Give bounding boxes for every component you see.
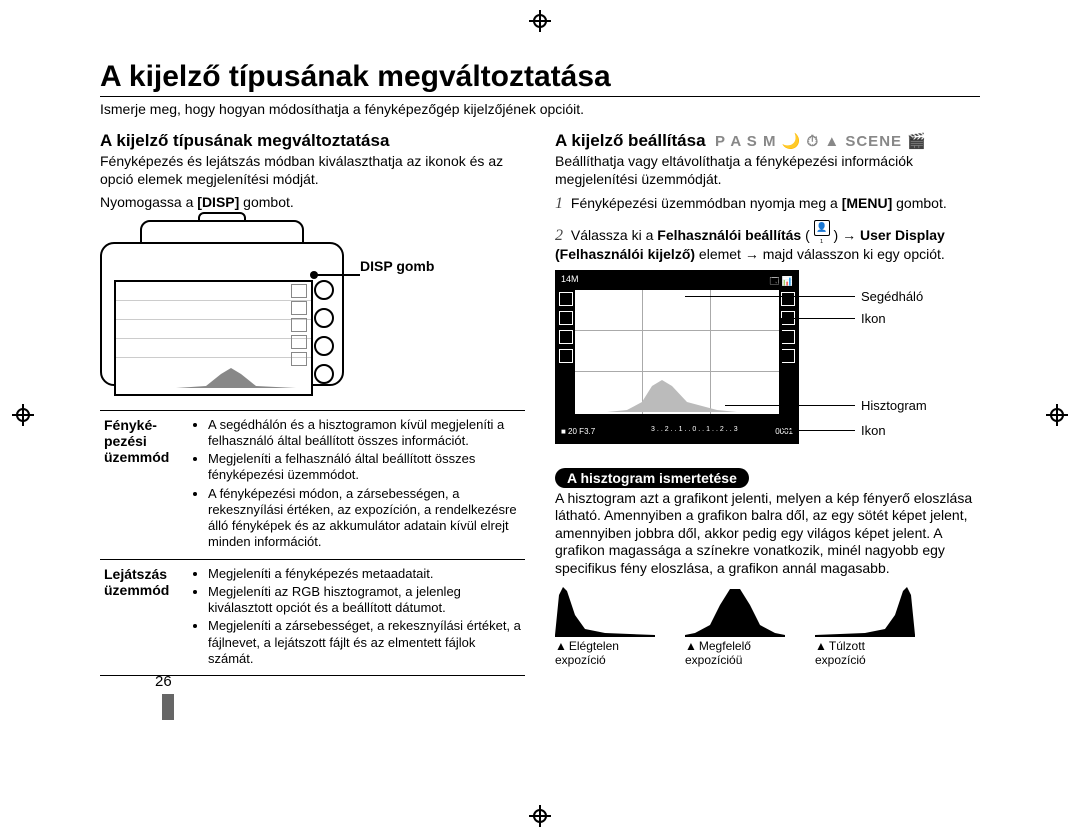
step2-b: Felhasználói beállítás — [657, 227, 801, 243]
left-p2: Nyomogassa a [DISP] gombot. — [100, 194, 525, 212]
callout-histogram: Hisztogram — [861, 399, 927, 412]
diagram-histogram-icon — [607, 376, 737, 412]
right-heading-text: A kijelző beállítása — [555, 131, 706, 150]
diagram-top-icons: 🗔 📊 — [770, 274, 793, 288]
right-column: A kijelző beállítása P A S M 🌙 ⏱ ▲ SCENE… — [555, 127, 980, 676]
list-item: A segédhálón és a hisztogramon kívül meg… — [208, 417, 521, 450]
right-heading: A kijelző beállítása P A S M 🌙 ⏱ ▲ SCENE… — [555, 131, 980, 151]
display-modes-table: Fényké- pezési üzemmód A segédhálón és a… — [100, 410, 525, 677]
crop-mark-left — [12, 404, 34, 426]
mode-desc-playback: Megjeleníti a fényképezés metaadatait. M… — [190, 559, 525, 676]
histogram-paragraph: A hisztogram azt a grafikont jelenti, me… — [555, 490, 980, 578]
callout-grid: Segédháló — [861, 290, 923, 303]
step-1: 1 Fényképezési üzemmódban nyomja meg a [… — [555, 194, 980, 214]
list-item: A fényképezési módon, a zársebességen, a… — [208, 486, 521, 551]
diagram-right-icons — [781, 292, 795, 368]
diagram-left-icons — [559, 292, 573, 368]
histogram-normal: ▲Megfelelő expozícióü — [685, 585, 785, 667]
diagram-counter: 0001 — [775, 427, 793, 436]
user-settings-icon: 👤₁ — [814, 220, 830, 236]
mode-label-shooting: Fényké- pezési üzemmód — [100, 410, 190, 559]
step-2: 2 Válassza ki a Felhasználói beállítás (… — [555, 220, 980, 264]
steps: 1 Fényképezési üzemmódban nyomja meg a [… — [555, 194, 980, 264]
callout-icon-top: Ikon — [861, 312, 886, 325]
step2-c: ( — [801, 227, 813, 243]
page-content: A kijelző típusának megváltoztatása Isme… — [100, 60, 980, 676]
left-p2-bold: [DISP] — [197, 194, 239, 210]
histogram-overexposed: ▲Túlzott expozíció — [815, 585, 915, 667]
left-p2-suffix: gombot. — [239, 194, 293, 210]
list-item: Megjeleníti a felhasználó által beállíto… — [208, 451, 521, 484]
table-row: Fényké- pezési üzemmód A segédhálón és a… — [100, 410, 525, 559]
left-p1: Fényképezés és lejátszás módban kiválasz… — [100, 153, 525, 188]
diagram-resolution: 14M — [561, 274, 579, 288]
step1-prefix: Fényképezési üzemmódban nyomja meg a — [571, 195, 842, 211]
crop-mark-bottom — [529, 805, 551, 827]
mode-icons: P A S M 🌙 ⏱ ▲ SCENE 🎬 — [715, 133, 927, 150]
mode-desc-shooting: A segédhálón és a hisztogramon kívül meg… — [190, 410, 525, 559]
table-row: Lejátszás üzemmód Megjeleníti a fényképe… — [100, 559, 525, 676]
step2-f: elemet → majd válasszon ki egy opciót. — [695, 246, 945, 262]
histogram-heading: A hisztogram ismertetése — [555, 468, 749, 488]
diagram-exp-scale: 3..2..1..0..1..2..3 — [651, 426, 761, 436]
mode-label-playback: Lejátszás üzemmód — [100, 559, 190, 676]
right-p1: Beállíthatja vagy eltávolíthatja a fényk… — [555, 153, 980, 188]
histogram-examples: ▲Elégtelen expozíció ▲Megfelelő expozíci… — [555, 585, 980, 667]
list-item: Megjeleníti a zársebességet, a rekesznyí… — [208, 618, 521, 667]
page-tab — [162, 694, 174, 720]
histogram-underexposed: ▲Elégtelen expozíció — [555, 585, 655, 667]
page-number: 26 — [155, 673, 172, 690]
disp-button-label: DISP gomb — [360, 258, 434, 274]
camera-illustration: DISP gomb — [100, 218, 525, 398]
left-p2-prefix: Nyomogassa a — [100, 194, 197, 210]
display-diagram-wrap: 14M 🗔 📊 ■ 20 F3.7 3..2..1..0..1.. — [555, 270, 980, 460]
step2-a: Válassza ki a — [571, 227, 657, 243]
diagram-bottom-left: ■ 20 F3.7 — [561, 427, 595, 436]
page-intro: Ismerje meg, hogy hogyan módosíthatja a … — [100, 101, 980, 117]
crop-mark-top — [529, 10, 551, 32]
crop-mark-right — [1046, 404, 1068, 426]
page-title: A kijelző típusának megváltoztatása — [100, 60, 980, 97]
list-item: Megjeleníti a fényképezés metaadatait. — [208, 566, 521, 582]
camera-screen — [114, 280, 313, 396]
list-item: Megjeleníti az RGB hisztogramot, a jelen… — [208, 584, 521, 617]
left-column: A kijelző típusának megváltoztatása Fény… — [100, 127, 525, 676]
left-heading: A kijelző típusának megváltoztatása — [100, 131, 525, 151]
step1-suffix: gombot. — [892, 195, 946, 211]
callout-icon-bottom: Ikon — [861, 424, 886, 437]
step2-d: ) → — [830, 227, 860, 243]
step1-bold: [MENU] — [842, 195, 893, 211]
